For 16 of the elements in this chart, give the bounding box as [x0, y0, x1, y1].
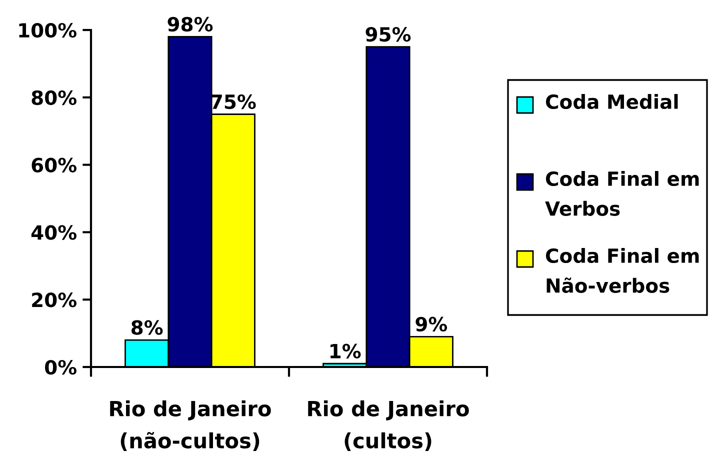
data-label: 9%	[416, 316, 448, 332]
x-tick-label: Rio de Janeiro (não-cultos)	[110, 400, 271, 451]
data-label: 1%	[330, 344, 361, 358]
y-tick-label: 20%	[32, 292, 76, 308]
y-tick-label: 100%	[19, 22, 76, 38]
legend-label: Coda Final em Verbos	[545, 171, 699, 216]
y-tick-label: 60%	[32, 158, 76, 172]
y-tick-label: 80%	[32, 90, 76, 106]
x-tick-label: Rio de Janeiro (cultos)	[308, 400, 469, 451]
y-tick-label: 40%	[31, 225, 76, 240]
y-tick-label: 0%	[45, 360, 76, 375]
legend-label: Coda Medial	[546, 94, 678, 110]
data-label: 8%	[132, 320, 163, 335]
data-label: 98%	[168, 16, 213, 32]
data-label: 95%	[366, 26, 411, 42]
legend-label: Coda Final em Não-verbos	[546, 248, 699, 293]
